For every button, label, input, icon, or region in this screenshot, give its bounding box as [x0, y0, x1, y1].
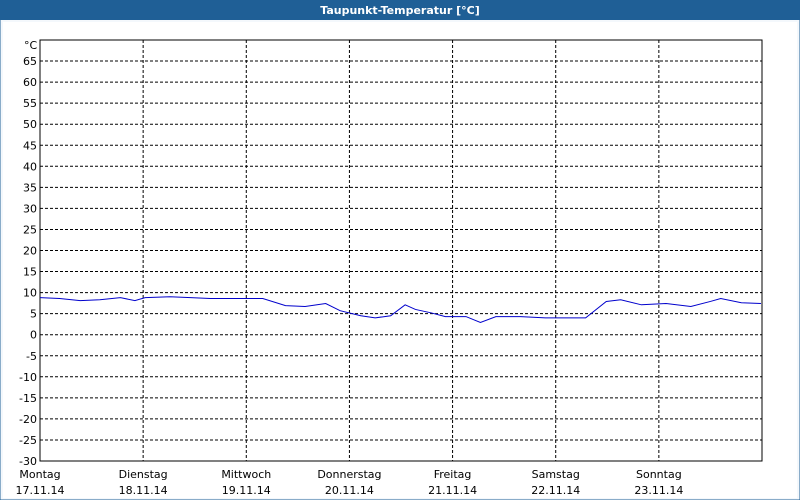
y-tick-label: 25	[23, 223, 37, 236]
x-tick-date: 20.11.14	[325, 484, 374, 497]
y-tick-label: 20	[23, 245, 37, 258]
y-tick-label: 40	[23, 160, 37, 173]
y-tick-label: 65	[23, 55, 37, 68]
x-tick-label: Donnerstag	[317, 468, 381, 481]
chart-title: Taupunkt-Temperatur [°C]	[320, 4, 480, 17]
y-tick-label: 15	[23, 266, 37, 279]
x-tick-label: Mittwoch	[221, 468, 271, 481]
panel	[3, 22, 797, 498]
y-tick-label: -5	[26, 350, 37, 363]
x-tick-date: 23.11.14	[634, 484, 683, 497]
title-bar	[0, 0, 800, 20]
x-tick-date: 21.11.14	[428, 484, 477, 497]
y-tick-label: 45	[23, 139, 37, 152]
y-tick-label: -15	[19, 392, 37, 405]
x-tick-label: Dienstag	[119, 468, 168, 481]
y-unit: °C	[24, 39, 38, 52]
y-tick-label: 0	[30, 329, 37, 342]
x-tick-label: Montag	[19, 468, 60, 481]
data-line	[39, 296, 761, 324]
y-tick-label: 60	[23, 76, 37, 89]
x-tick-label: Freitag	[434, 468, 472, 481]
x-tick-date: 22.11.14	[531, 484, 580, 497]
y-tick-label: 35	[23, 181, 37, 194]
y-tick-label: 30	[23, 202, 37, 215]
y-tick-label: -10	[19, 371, 37, 384]
x-tick-date: 17.11.14	[16, 484, 65, 497]
x-tick-label: Samstag	[532, 468, 580, 481]
y-tick-label: -30	[19, 455, 37, 468]
y-tick-label: 10	[23, 287, 37, 300]
y-tick-label: 5	[30, 308, 37, 321]
y-tick-label: 55	[23, 97, 37, 110]
x-tick-label: Sonntag	[636, 468, 682, 481]
y-tick-label: -20	[19, 413, 37, 426]
y-tick-label: -25	[19, 434, 37, 447]
y-tick-label: 50	[23, 118, 37, 131]
x-tick-date: 18.11.14	[119, 484, 168, 497]
x-tick-date: 19.11.14	[222, 484, 271, 497]
